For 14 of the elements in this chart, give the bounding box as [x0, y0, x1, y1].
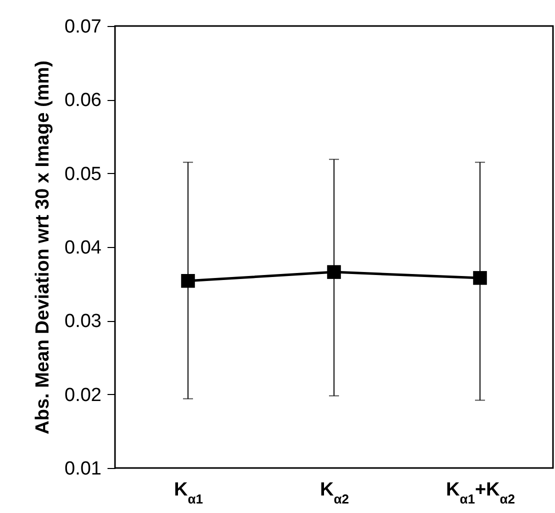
point: [473, 271, 487, 285]
x-tick-label: K$_{α2}$: [320, 480, 349, 506]
y-tick-label: 0.06: [64, 90, 102, 112]
x-tick-label: K$_{α1}$+K$_{α2}$: [446, 480, 516, 506]
x-tick-label: K$_{α1}$: [174, 480, 203, 506]
y-axis-title: Abs. Mean Deviation wrt 30 x Image (mm): [32, 60, 54, 434]
y-tick-label: 0.07: [64, 16, 102, 38]
y-tick-label: 0.02: [64, 384, 102, 406]
y-tick-label: 0.04: [64, 238, 102, 258]
point: [327, 265, 341, 279]
point: [181, 274, 195, 288]
y-tick-label: 0.03: [64, 311, 102, 332]
y-tick-label: 0.01: [64, 458, 102, 480]
y-tick-label: 0.05: [64, 164, 102, 185]
